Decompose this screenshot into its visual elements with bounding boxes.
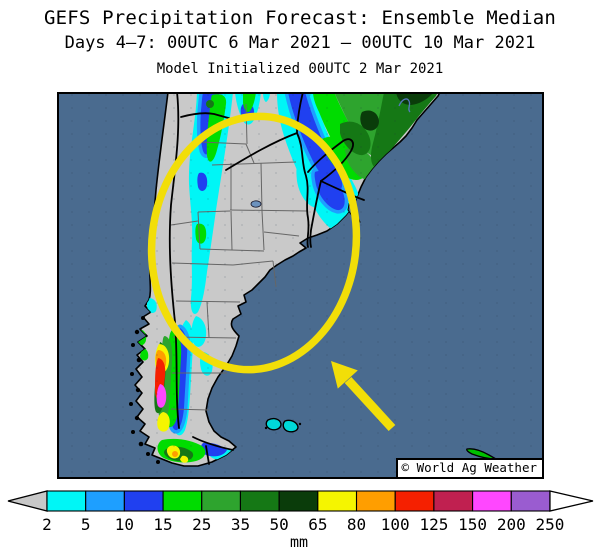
legend-segment bbox=[317, 490, 358, 512]
attribution-badge: © World Ag Weather bbox=[395, 458, 542, 477]
model-init-label: Model Initialized 00UTC 2 Mar 2021 bbox=[156, 61, 444, 77]
legend-segment bbox=[201, 490, 241, 512]
legend-tick-label: 125 bbox=[419, 515, 448, 534]
forecast-map: © World Ag Weather bbox=[57, 92, 544, 479]
legend-segment bbox=[162, 490, 203, 512]
legend-tick-label: 2 bbox=[42, 515, 52, 534]
forecast-period-subtitle: Days 4–7: 00UTC 6 Mar 2021 – 00UTC 10 Ma… bbox=[64, 33, 536, 53]
northwest-arrow bbox=[331, 361, 396, 432]
legend-tick-label: 100 bbox=[381, 515, 410, 534]
legend-tick-label: 50 bbox=[270, 515, 289, 534]
legend-tick-label: 200 bbox=[497, 515, 526, 534]
highlight-ellipse bbox=[147, 112, 361, 374]
legend-tick-label: 25 bbox=[192, 515, 211, 534]
legend-segment bbox=[510, 490, 551, 512]
legend-tick-label: 10 bbox=[115, 515, 134, 534]
legend-segment bbox=[433, 490, 474, 512]
legend-tick-label: 150 bbox=[458, 515, 487, 534]
map-canvas bbox=[59, 94, 542, 477]
legend-tick-label: 15 bbox=[153, 515, 172, 534]
legend-segment bbox=[123, 490, 164, 512]
legend-segment bbox=[278, 490, 319, 512]
legend-overflow-arrow bbox=[549, 490, 594, 512]
legend-unit-label: mm bbox=[290, 533, 308, 548]
legend-underflow-arrow bbox=[7, 490, 48, 512]
page-title: GEFS Precipitation Forecast: Ensemble Me… bbox=[43, 7, 557, 29]
legend-segment bbox=[394, 490, 435, 512]
legend-tick-label: 5 bbox=[81, 515, 91, 534]
legend-tick-label: 65 bbox=[308, 515, 327, 534]
legend-tick-label: 35 bbox=[231, 515, 250, 534]
legend-tick-label: 250 bbox=[536, 515, 565, 534]
stipple-texture bbox=[59, 94, 542, 477]
legend-segment bbox=[472, 490, 512, 512]
legend-segment bbox=[239, 490, 280, 512]
legend-segment bbox=[46, 490, 87, 512]
legend-segment bbox=[85, 490, 125, 512]
attribution-text: © World Ag Weather bbox=[401, 460, 537, 475]
legend-tick-label: 80 bbox=[347, 515, 366, 534]
legend-segment bbox=[355, 490, 396, 512]
